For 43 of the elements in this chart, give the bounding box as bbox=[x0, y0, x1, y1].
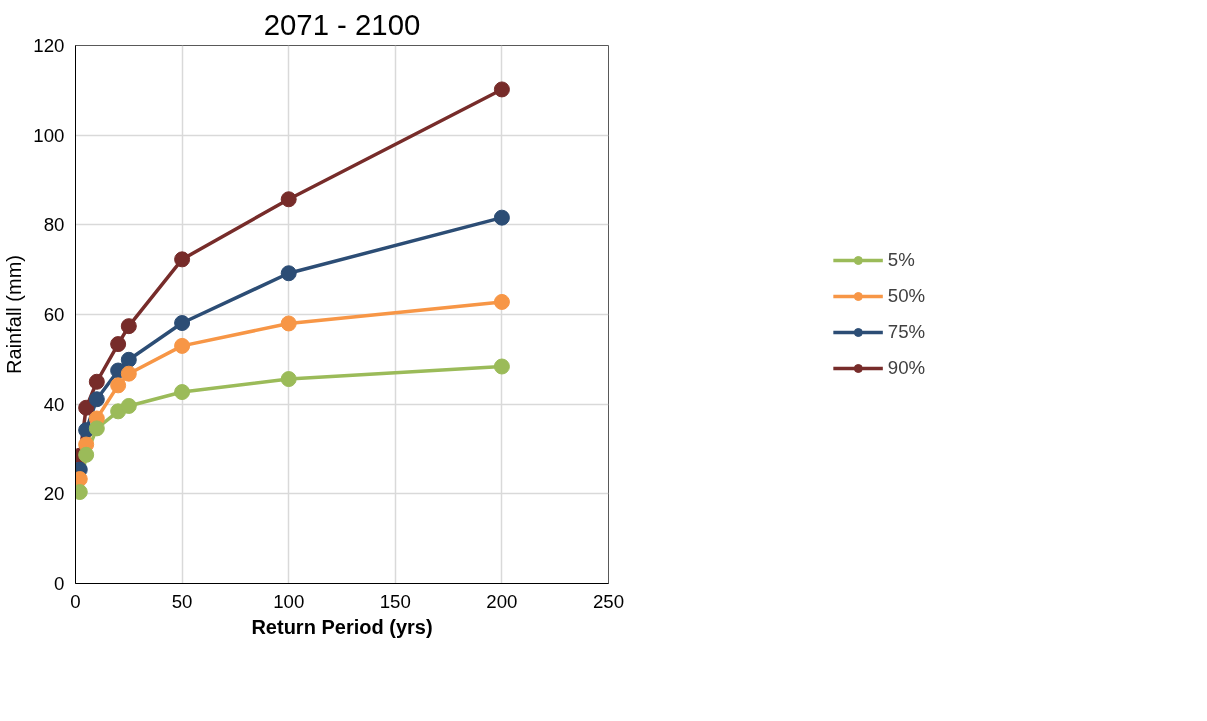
point bbox=[280, 191, 297, 208]
x-axis-title: Return Period (yrs) bbox=[251, 615, 433, 638]
legend-label: 75% bbox=[887, 321, 926, 343]
point bbox=[174, 315, 191, 331]
legend-label: 50% bbox=[887, 285, 926, 307]
point bbox=[280, 315, 297, 332]
y-tick-label: 0 bbox=[54, 573, 65, 594]
point bbox=[280, 371, 297, 388]
x-tick-label: 250 bbox=[592, 590, 625, 612]
chart-title: 2071 - 2100 bbox=[263, 7, 421, 41]
point bbox=[110, 336, 127, 353]
point bbox=[78, 446, 95, 463]
y-tick-label: 120 bbox=[33, 35, 65, 56]
point bbox=[120, 318, 137, 335]
point bbox=[120, 365, 137, 382]
point bbox=[110, 377, 127, 394]
point bbox=[88, 391, 105, 408]
point bbox=[174, 251, 191, 268]
x-tick-label: 100 bbox=[273, 590, 305, 612]
y-tick-label: 60 bbox=[43, 304, 65, 325]
point bbox=[88, 420, 105, 437]
point bbox=[78, 399, 95, 416]
point bbox=[88, 373, 105, 390]
x-tick-label: 50 bbox=[171, 590, 193, 612]
point bbox=[120, 351, 137, 368]
point bbox=[174, 384, 191, 401]
point bbox=[120, 397, 137, 414]
point bbox=[493, 81, 510, 98]
point bbox=[280, 265, 297, 282]
x-tick-label: 0 bbox=[70, 590, 81, 612]
y-tick-label: 40 bbox=[43, 393, 65, 415]
x-tick-label: 150 bbox=[379, 590, 411, 612]
point bbox=[493, 358, 510, 375]
point bbox=[174, 337, 191, 354]
y-tick-label: 80 bbox=[43, 214, 65, 236]
y-axis-title: Rainfall (mm) bbox=[3, 255, 26, 374]
legend-label: 5% bbox=[887, 249, 915, 271]
point bbox=[493, 209, 510, 226]
x-tick-label: 200 bbox=[486, 590, 518, 612]
legend-label: 90% bbox=[887, 357, 926, 379]
point bbox=[493, 293, 510, 310]
y-tick-label: 100 bbox=[33, 124, 65, 146]
y-tick-label: 20 bbox=[43, 483, 65, 505]
